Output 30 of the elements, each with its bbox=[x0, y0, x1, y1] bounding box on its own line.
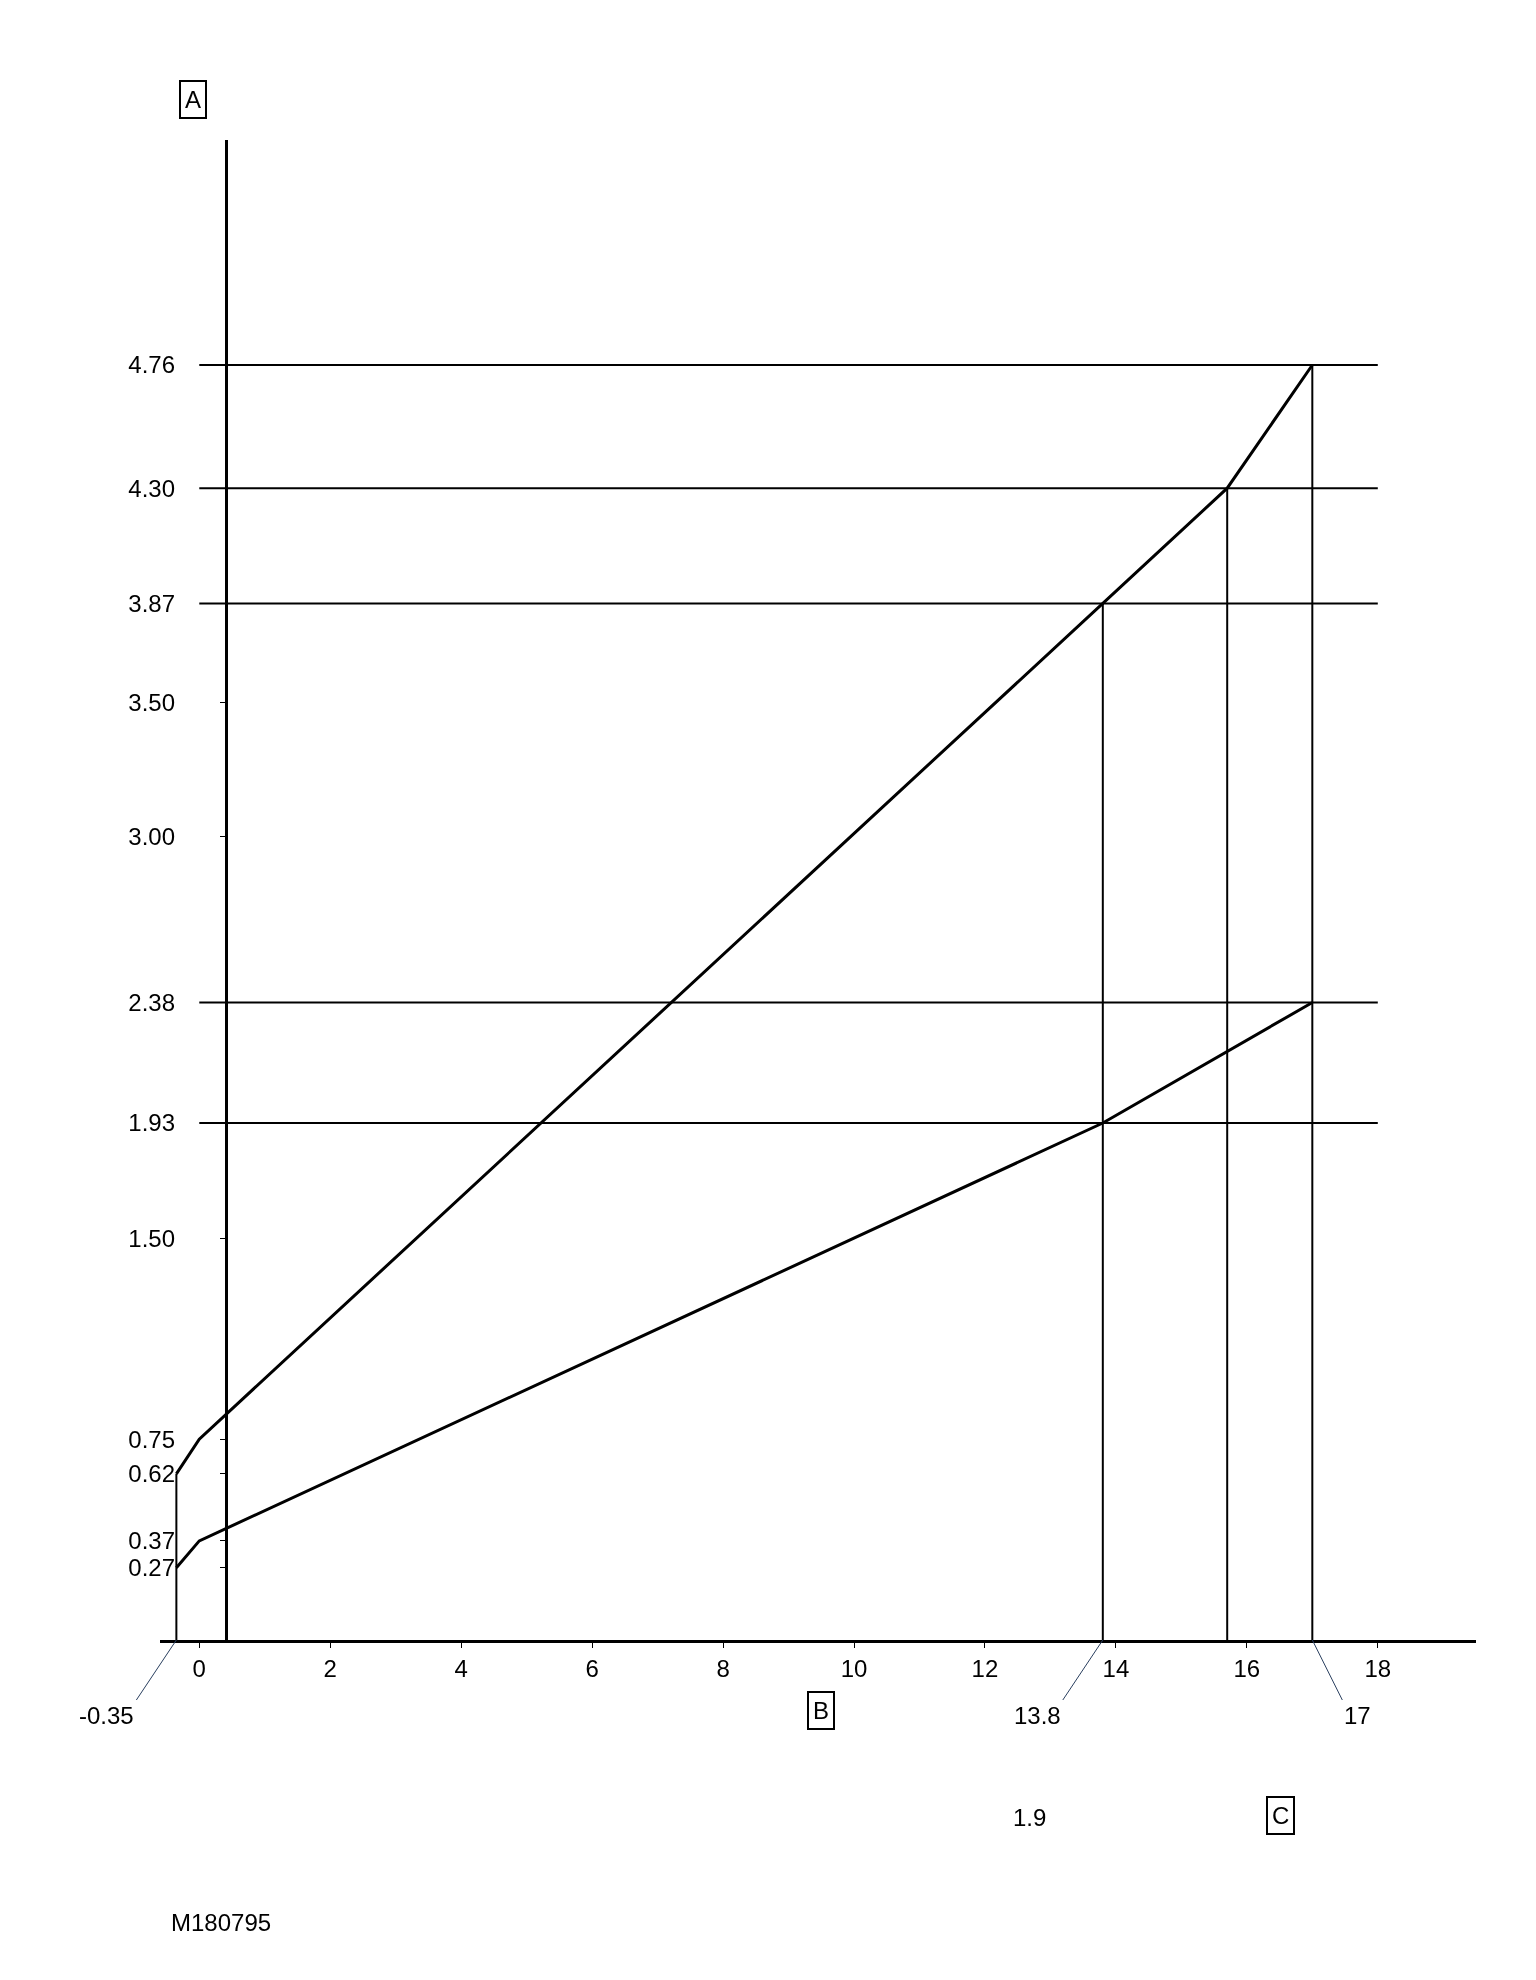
x-tick-label: 14 bbox=[1102, 1654, 1130, 1682]
y-axis-title: A bbox=[185, 86, 202, 113]
text: 1.9 bbox=[1013, 1804, 1047, 1831]
y-tick-label: 0.62 bbox=[128, 1460, 175, 1488]
y-tick-label: 4.30 bbox=[128, 474, 175, 502]
y-tick-label: 0.27 bbox=[128, 1554, 175, 1582]
x-tick-label: 2 bbox=[323, 1654, 337, 1682]
text: M180795 bbox=[171, 1909, 272, 1936]
y-tick-label: 0.75 bbox=[128, 1425, 175, 1453]
y-tick-label: 1.50 bbox=[128, 1224, 175, 1252]
y-tick-label: 4.76 bbox=[128, 351, 175, 379]
y-tick-label: 0.37 bbox=[128, 1527, 175, 1555]
x-tick-label: 18 bbox=[1364, 1654, 1392, 1682]
annotation: -0.35 bbox=[79, 1702, 134, 1729]
y-tick-label: 2.38 bbox=[128, 988, 175, 1016]
y-tick-label: 3.87 bbox=[128, 589, 175, 617]
y-tick-label: 3.00 bbox=[128, 822, 175, 850]
y-tick-label: 3.50 bbox=[128, 688, 175, 716]
annotation: 17 bbox=[1344, 1702, 1371, 1729]
x-tick-label: 6 bbox=[585, 1654, 599, 1682]
x-tick-label: 8 bbox=[716, 1654, 730, 1682]
x-tick-label: 12 bbox=[971, 1654, 999, 1682]
text: C bbox=[1272, 1802, 1290, 1829]
x-tick-label: 16 bbox=[1233, 1654, 1261, 1682]
x-tick-label: 4 bbox=[454, 1654, 468, 1682]
annotation: 13.8 bbox=[1014, 1702, 1061, 1729]
x-axis-title: B bbox=[813, 1697, 830, 1724]
y-tick-label: 1.93 bbox=[128, 1109, 175, 1137]
x-tick-label: 10 bbox=[840, 1654, 868, 1682]
x-tick-label: 0 bbox=[192, 1654, 206, 1682]
